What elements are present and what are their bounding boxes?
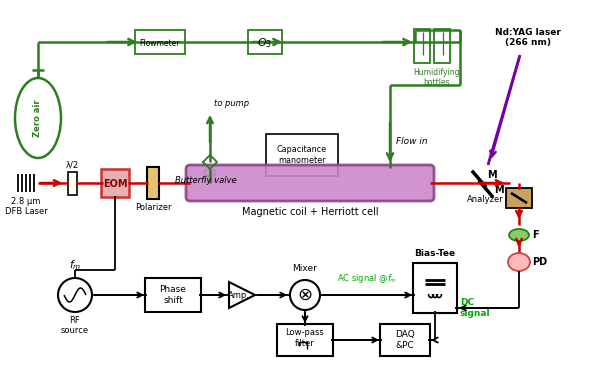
Circle shape	[58, 278, 92, 312]
FancyBboxPatch shape	[380, 324, 430, 356]
FancyBboxPatch shape	[145, 278, 201, 312]
Text: DC
signal: DC signal	[460, 298, 491, 318]
Text: to pump: to pump	[214, 99, 249, 108]
Text: 2.8 μm
DFB Laser: 2.8 μm DFB Laser	[5, 197, 47, 216]
Text: $f_m$: $f_m$	[69, 258, 81, 272]
Text: M: M	[494, 185, 503, 195]
Text: Capacitance
manometer: Capacitance manometer	[277, 145, 327, 165]
Text: Magnetic coil + Herriott cell: Magnetic coil + Herriott cell	[242, 207, 379, 217]
Text: Flowmeter: Flowmeter	[140, 39, 180, 47]
Text: Zero air: Zero air	[34, 99, 43, 137]
FancyBboxPatch shape	[186, 165, 434, 201]
Text: Bias-Tee: Bias-Tee	[415, 249, 455, 258]
FancyBboxPatch shape	[414, 29, 430, 63]
Text: λ/2: λ/2	[65, 160, 79, 169]
Text: ⊗: ⊗	[298, 286, 313, 304]
FancyBboxPatch shape	[413, 263, 457, 313]
Text: M: M	[487, 170, 497, 180]
Text: RF
source: RF source	[61, 316, 89, 335]
Text: F: F	[532, 230, 539, 240]
FancyBboxPatch shape	[277, 324, 333, 356]
FancyBboxPatch shape	[205, 170, 215, 175]
FancyBboxPatch shape	[434, 29, 450, 63]
Text: EOM: EOM	[103, 179, 127, 189]
Text: Phase
shift: Phase shift	[160, 285, 187, 305]
Text: Butterfly valve: Butterfly valve	[175, 176, 237, 185]
Text: Analyzer: Analyzer	[467, 195, 504, 204]
Circle shape	[290, 280, 320, 310]
FancyBboxPatch shape	[147, 167, 159, 199]
Ellipse shape	[509, 229, 529, 241]
FancyBboxPatch shape	[506, 188, 532, 208]
Text: Mixer: Mixer	[293, 264, 317, 273]
FancyBboxPatch shape	[248, 30, 282, 54]
Text: Polarizer: Polarizer	[135, 203, 171, 212]
Text: DAQ
&PC: DAQ &PC	[395, 330, 415, 350]
Text: Flow in: Flow in	[396, 138, 428, 146]
Text: $O_3$: $O_3$	[257, 36, 272, 50]
Ellipse shape	[15, 78, 61, 158]
FancyBboxPatch shape	[205, 176, 215, 181]
Text: Amp.: Amp.	[228, 291, 250, 301]
Text: PD: PD	[532, 257, 547, 267]
FancyBboxPatch shape	[266, 134, 338, 176]
Ellipse shape	[508, 253, 530, 271]
Text: Low-pass
filter: Low-pass filter	[286, 328, 325, 348]
FancyBboxPatch shape	[135, 30, 185, 54]
Polygon shape	[229, 282, 255, 308]
Text: Nd:YAG laser
(266 nm): Nd:YAG laser (266 nm)	[495, 28, 561, 47]
FancyBboxPatch shape	[67, 171, 77, 195]
FancyBboxPatch shape	[101, 169, 129, 197]
Text: Humidifying
bottles: Humidifying bottles	[414, 68, 460, 87]
Text: AC signal @$f_m$: AC signal @$f_m$	[337, 272, 397, 285]
